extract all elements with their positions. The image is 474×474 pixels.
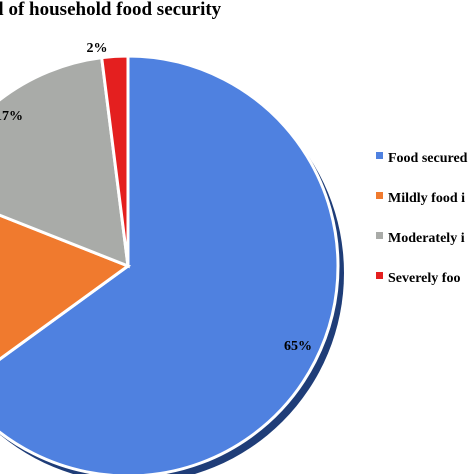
legend-label-1: Mildly food i: [388, 191, 465, 206]
pie-slice-food-secured: [0, 54, 340, 474]
slice-label-3: 2%: [87, 41, 108, 56]
legend-swatch-3: [376, 272, 383, 279]
legend-label-2: Moderately i: [388, 231, 465, 246]
pie-slice-mildly-food-i: [0, 213, 132, 361]
slice-labels: 65% 17% 2%: [0, 41, 312, 354]
legend-label-3: Severely foo: [388, 271, 460, 286]
legend-swatch-2: [376, 232, 383, 239]
pie-slices: [0, 54, 344, 474]
legend-swatch-0: [376, 152, 383, 159]
legend-swatch-1: [376, 192, 383, 199]
slice-label-0: 65%: [284, 339, 312, 354]
legend: Food secured Mildly food i Moderately i Sev…: [376, 151, 468, 286]
chart-title: el of household food security: [0, 0, 222, 20]
slice-label-2: 17%: [0, 109, 23, 124]
pie-slice-moderately-i: [0, 55, 130, 269]
pie-slice-severely-foo: [100, 54, 130, 267]
legend-label-0: Food secured: [388, 151, 468, 166]
